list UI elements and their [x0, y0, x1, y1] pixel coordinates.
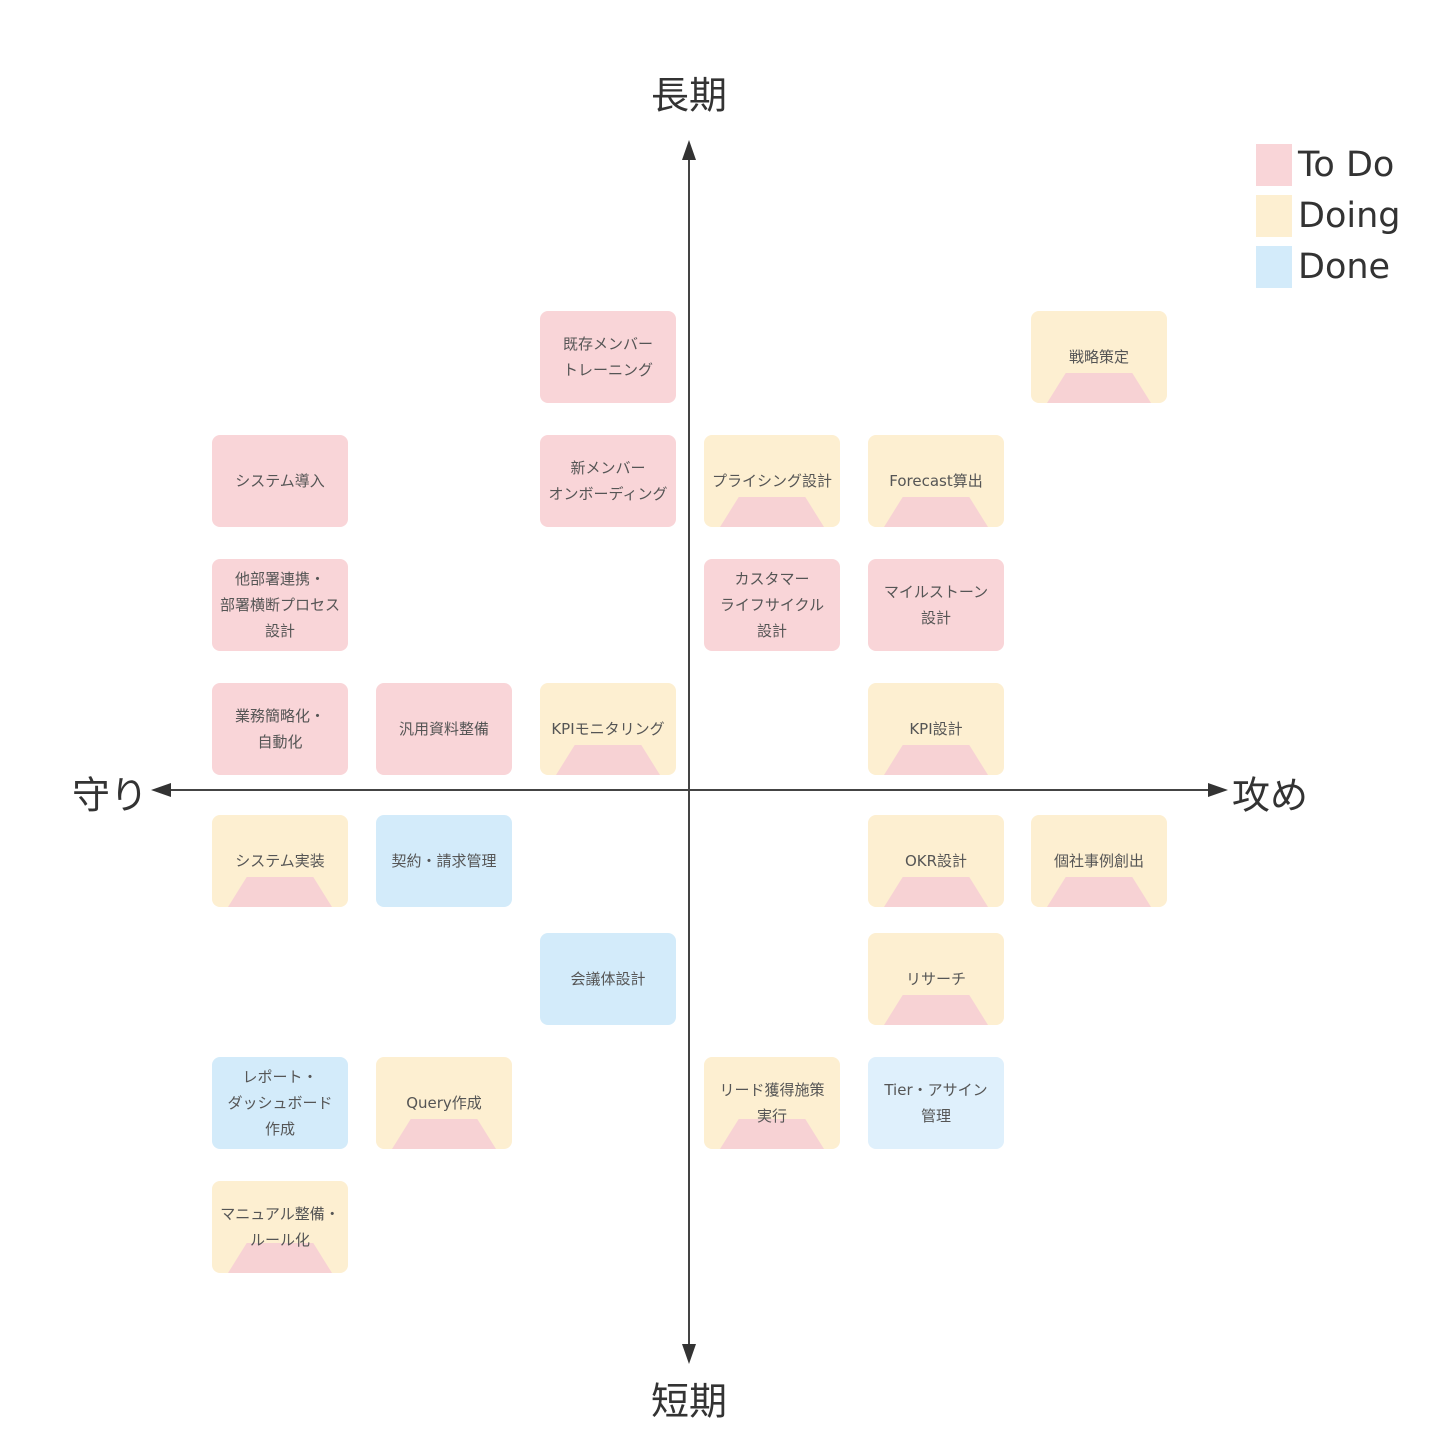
card-contract-billing[interactable]: 契約・請求管理	[376, 815, 512, 907]
legend-item-todo: To Do	[1256, 139, 1401, 190]
axis-label-left: 守り	[71, 773, 149, 818]
card-strategy[interactable]: 戦略策定	[1031, 311, 1167, 403]
card-label: OKR設計	[904, 852, 968, 870]
arrow-right-icon	[1208, 783, 1228, 797]
card-label: レポート・ ダッシュボード 作成	[227, 1068, 333, 1138]
card-system-introduction[interactable]: システム導入	[212, 435, 348, 527]
card-label: 契約・請求管理	[391, 852, 497, 870]
card-label: プライシング設計	[711, 472, 832, 490]
card-meeting-design[interactable]: 会議体設計	[540, 933, 676, 1025]
card-label: 新メンバー オンボーディング	[548, 459, 668, 503]
card-new-member-onboarding[interactable]: 新メンバー オンボーディング	[540, 435, 676, 527]
card-label: 個社事例創出	[1053, 852, 1144, 870]
legend-label-doing: Doing	[1298, 195, 1401, 236]
arrow-left-icon	[151, 783, 171, 797]
legend-label-done: Done	[1298, 246, 1391, 287]
card-label: 業務簡略化・ 自動化	[234, 707, 325, 751]
card-label: リード獲得施策 実行	[719, 1081, 825, 1125]
card-research[interactable]: リサーチ	[868, 933, 1004, 1025]
card-general-materials[interactable]: 汎用資料整備	[376, 683, 512, 775]
card-label: マニュアル整備・ ルール化	[220, 1205, 340, 1249]
card-lead-acquisition[interactable]: リード獲得施策 実行	[704, 1057, 840, 1149]
card-okr-design[interactable]: OKR設計	[868, 815, 1004, 907]
legend-swatch-doing	[1256, 194, 1292, 237]
card-manual-rules[interactable]: マニュアル整備・ ルール化	[212, 1181, 348, 1273]
card-kpi-design[interactable]: KPI設計	[868, 683, 1004, 775]
arrow-up-icon	[682, 140, 696, 160]
card-label: 汎用資料整備	[398, 720, 489, 738]
card-case-study-creation[interactable]: 個社事例創出	[1031, 815, 1167, 907]
card-label: マイルストーン 設計	[883, 583, 989, 627]
card-pricing-design[interactable]: プライシング設計	[704, 435, 840, 527]
card-label: 戦略策定	[1068, 348, 1129, 366]
card-query-creation[interactable]: Query作成	[376, 1057, 512, 1149]
card-system-implementation[interactable]: システム実装	[212, 815, 348, 907]
card-label: KPI設計	[909, 720, 963, 738]
card-kpi-monitoring[interactable]: KPIモニタリング	[540, 683, 676, 775]
legend-item-doing: Doing	[1256, 190, 1401, 241]
legend: To Do Doing Done	[1256, 139, 1401, 292]
axis-label-top: 長期	[650, 73, 728, 118]
legend-label-todo: To Do	[1298, 144, 1395, 185]
card-forecast[interactable]: Forecast算出	[868, 435, 1004, 527]
card-report-dashboard[interactable]: レポート・ ダッシュボード 作成	[212, 1057, 348, 1149]
axis-label-right: 攻め	[1231, 773, 1309, 818]
card-existing-member-training[interactable]: 既存メンバー トレーニング	[540, 311, 676, 403]
card-label: Forecast算出	[889, 472, 983, 490]
card-label: Query作成	[406, 1094, 482, 1112]
card-label: 他部署連携・ 部署横断プロセス 設計	[219, 570, 340, 640]
card-label: カスタマー ライフサイクル 設計	[719, 570, 825, 640]
card-cross-department-process[interactable]: 他部署連携・ 部署横断プロセス 設計	[212, 559, 348, 651]
legend-item-done: Done	[1256, 241, 1401, 292]
card-label: 会議体設計	[570, 970, 646, 988]
card-business-automation[interactable]: 業務簡略化・ 自動化	[212, 683, 348, 775]
arrow-down-icon	[682, 1344, 696, 1364]
card-label: Tier・アサイン 管理	[884, 1081, 988, 1125]
card-label: KPIモニタリング	[551, 720, 665, 738]
legend-swatch-todo	[1256, 143, 1292, 186]
legend-swatch-done	[1256, 245, 1292, 288]
card-customer-lifecycle[interactable]: カスタマー ライフサイクル 設計	[704, 559, 840, 651]
card-label: リサーチ	[905, 970, 966, 988]
card-label: システム導入	[235, 472, 325, 490]
card-tier-assign[interactable]: Tier・アサイン 管理	[868, 1057, 1004, 1149]
card-milestone-design[interactable]: マイルストーン 設計	[868, 559, 1004, 651]
card-label: システム実装	[235, 852, 325, 870]
axis-label-bottom: 短期	[650, 1379, 728, 1424]
card-label: 既存メンバー トレーニング	[562, 335, 653, 379]
